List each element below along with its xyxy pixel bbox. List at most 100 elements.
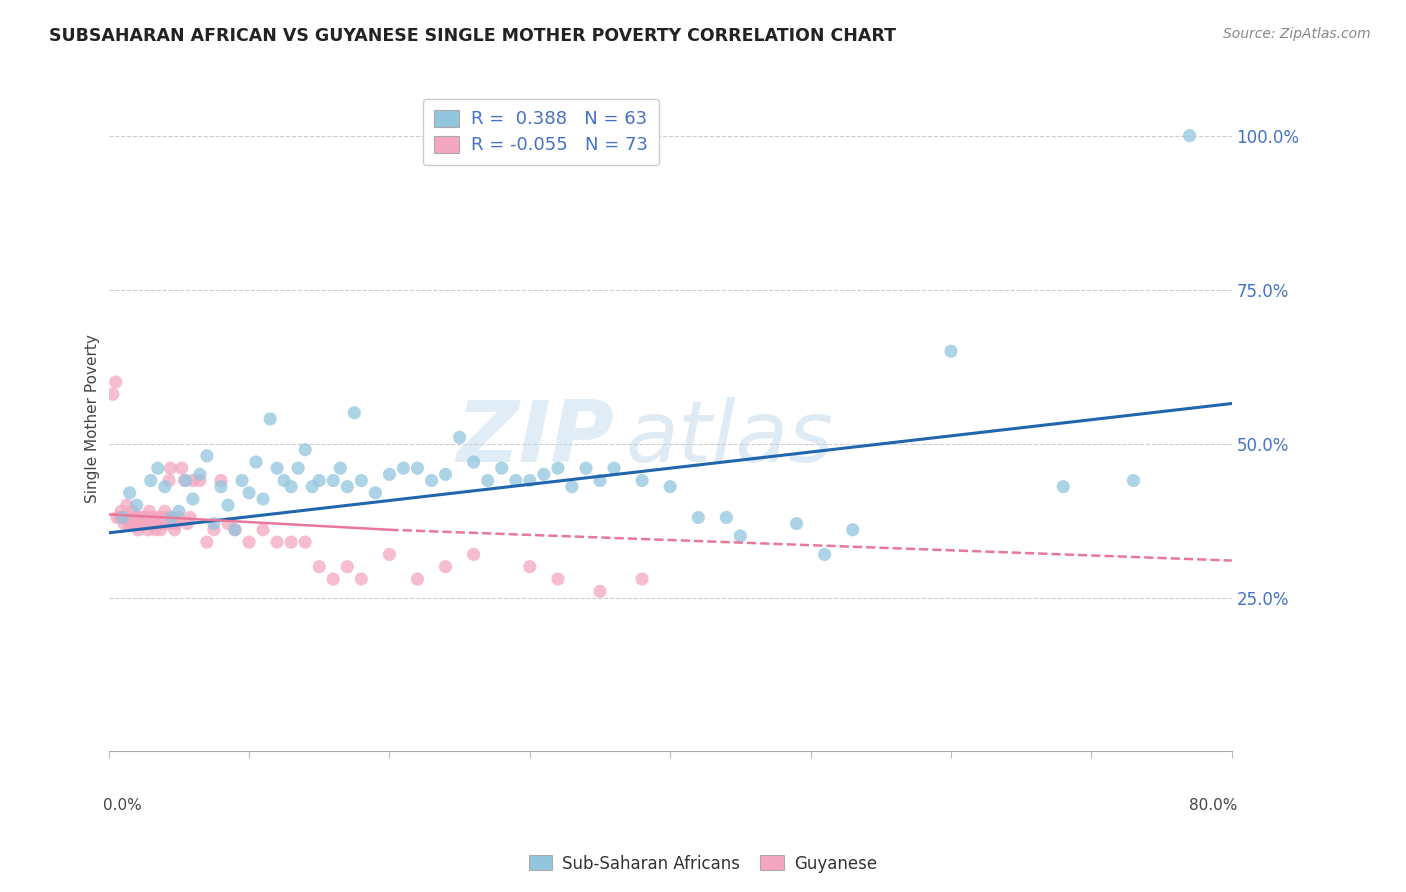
Point xyxy=(406,461,429,475)
Point xyxy=(659,480,682,494)
Text: Source: ZipAtlas.com: Source: ZipAtlas.com xyxy=(1223,27,1371,41)
Point xyxy=(121,504,143,518)
Point xyxy=(491,461,513,475)
Point xyxy=(378,548,401,562)
Point xyxy=(195,535,218,549)
Point xyxy=(114,510,136,524)
Point xyxy=(449,430,471,444)
Point xyxy=(238,535,260,549)
Point xyxy=(308,474,330,488)
Point xyxy=(280,480,302,494)
Point xyxy=(477,474,499,488)
Point xyxy=(217,498,239,512)
Point xyxy=(224,523,246,537)
Point xyxy=(939,344,962,359)
Point xyxy=(134,516,156,531)
Point xyxy=(150,510,173,524)
Point xyxy=(688,510,710,524)
Legend: R =  0.388   N = 63, R = -0.055   N = 73: R = 0.388 N = 63, R = -0.055 N = 73 xyxy=(423,99,659,165)
Point xyxy=(105,510,128,524)
Point xyxy=(188,467,211,482)
Point xyxy=(533,467,555,482)
Point xyxy=(301,480,323,494)
Point xyxy=(181,474,204,488)
Point xyxy=(519,559,541,574)
Point xyxy=(125,516,148,531)
Point xyxy=(434,467,457,482)
Point xyxy=(322,474,344,488)
Point xyxy=(730,529,752,543)
Point xyxy=(252,523,274,537)
Point xyxy=(631,572,654,586)
Point xyxy=(1052,480,1074,494)
Text: ZIP: ZIP xyxy=(457,397,614,481)
Point xyxy=(217,516,239,531)
Point xyxy=(238,485,260,500)
Point xyxy=(155,510,177,524)
Point xyxy=(122,510,145,524)
Point xyxy=(174,474,197,488)
Point xyxy=(139,474,162,488)
Point xyxy=(294,535,316,549)
Point xyxy=(135,510,157,524)
Point xyxy=(156,516,179,531)
Text: 80.0%: 80.0% xyxy=(1189,798,1237,813)
Point xyxy=(420,474,443,488)
Point xyxy=(378,467,401,482)
Point xyxy=(406,572,429,586)
Point xyxy=(463,455,485,469)
Text: 0.0%: 0.0% xyxy=(103,798,142,813)
Point xyxy=(152,516,174,531)
Point xyxy=(463,548,485,562)
Point xyxy=(170,461,193,475)
Point xyxy=(120,516,142,531)
Point xyxy=(329,461,352,475)
Point xyxy=(589,584,612,599)
Point xyxy=(561,480,583,494)
Point xyxy=(336,559,359,574)
Point xyxy=(160,510,183,524)
Point xyxy=(141,510,163,524)
Point xyxy=(131,510,153,524)
Point xyxy=(245,455,267,469)
Point xyxy=(118,485,141,500)
Point xyxy=(145,516,167,531)
Point xyxy=(132,510,155,524)
Point xyxy=(224,523,246,537)
Point xyxy=(111,510,134,524)
Point xyxy=(392,461,415,475)
Point xyxy=(308,559,330,574)
Point xyxy=(589,474,612,488)
Point xyxy=(115,498,138,512)
Point xyxy=(110,504,132,518)
Point xyxy=(138,504,160,518)
Text: SUBSAHARAN AFRICAN VS GUYANESE SINGLE MOTHER POVERTY CORRELATION CHART: SUBSAHARAN AFRICAN VS GUYANESE SINGLE MO… xyxy=(49,27,896,45)
Point xyxy=(163,523,186,537)
Point xyxy=(202,523,225,537)
Point xyxy=(136,523,159,537)
Point xyxy=(814,548,837,562)
Point xyxy=(157,474,180,488)
Point xyxy=(117,516,139,531)
Point xyxy=(165,516,187,531)
Point xyxy=(631,474,654,488)
Point xyxy=(124,516,146,531)
Point xyxy=(603,461,626,475)
Point xyxy=(149,523,172,537)
Point xyxy=(336,480,359,494)
Point xyxy=(716,510,738,524)
Point xyxy=(112,516,135,531)
Point xyxy=(1122,474,1144,488)
Point xyxy=(108,510,131,524)
Point xyxy=(153,480,176,494)
Point xyxy=(350,572,373,586)
Point xyxy=(364,485,387,500)
Point xyxy=(209,480,232,494)
Point xyxy=(167,504,190,518)
Point xyxy=(343,406,366,420)
Point xyxy=(146,461,169,475)
Point xyxy=(142,516,165,531)
Point xyxy=(111,510,134,524)
Point xyxy=(547,572,569,586)
Point xyxy=(294,442,316,457)
